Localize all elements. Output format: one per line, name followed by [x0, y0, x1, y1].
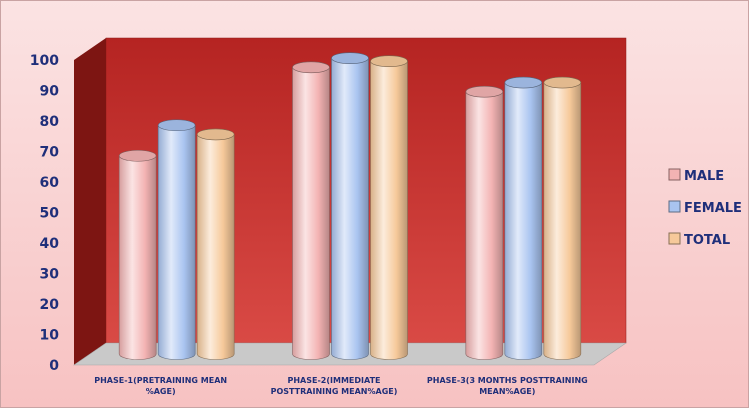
y-tick-label: 10 [40, 328, 60, 344]
bar-female [157, 119, 196, 360]
y-tick-label: 30 [40, 267, 60, 283]
y-tick-label: 60 [40, 175, 60, 191]
y-tick-label: 50 [40, 206, 60, 222]
y-tick-label: 90 [40, 84, 60, 100]
y-tick-label: 0 [49, 358, 59, 374]
y-tick-label: 80 [40, 114, 60, 130]
bar-top [157, 119, 196, 132]
category-label: PHASE-3(3 MONTHS POSTTRAINING [427, 376, 588, 385]
side-wall [74, 38, 106, 365]
bar-body [196, 134, 235, 360]
bar-top [465, 85, 504, 98]
y-axis-ticks: 0 10 20 30 40 50 60 70 80 90 100 [30, 53, 59, 374]
legend-item-female: FEMALE [668, 200, 742, 216]
bar-male [292, 61, 330, 360]
legend-swatch [668, 200, 681, 213]
category-label: POSTTRAINING MEAN%AGE) [271, 387, 398, 396]
category-label: PHASE-1(PRETRAINING MEAN [94, 376, 227, 385]
bar-body [331, 57, 369, 360]
y-tick-label: 20 [40, 297, 60, 313]
bar-male [465, 85, 504, 360]
legend-swatch [668, 168, 681, 181]
legend-label: TOTAL [684, 233, 730, 248]
category-label: MEAN%AGE) [479, 387, 535, 396]
bar-body [157, 124, 196, 360]
legend-label: MALE [684, 169, 724, 184]
bar-body [292, 67, 330, 360]
y-tick-label: 70 [40, 145, 60, 161]
bar-total [196, 128, 235, 360]
legend-item-male: MALE [668, 168, 724, 184]
bar-female [504, 76, 543, 360]
y-tick-label: 40 [40, 236, 60, 252]
bar-top [504, 76, 543, 89]
bar-top [543, 76, 582, 89]
category-label: PHASE-2(IMMEDIATE [288, 376, 381, 385]
legend-label: FEMALE [684, 201, 742, 216]
y-tick-label: 100 [30, 53, 59, 69]
legend-item-total: TOTAL [668, 232, 730, 248]
bar-total [543, 76, 582, 360]
category-label: %AGE) [146, 387, 176, 396]
bars [118, 52, 582, 360]
bar-top [331, 52, 369, 64]
bar-body [465, 91, 504, 360]
bar-female [331, 52, 369, 360]
bar-top [370, 55, 408, 68]
bar-top [292, 61, 330, 74]
legend-swatch [668, 232, 681, 245]
category-labels: PHASE-1(PRETRAINING MEAN %AGE) PHASE-2(IMM… [94, 376, 587, 396]
legend: MALE FEMALE TOTAL [668, 168, 742, 248]
bar-top [118, 149, 157, 162]
bar-body [370, 60, 408, 360]
bar-body [118, 155, 157, 360]
bar-top [196, 128, 235, 141]
bar-body [504, 82, 543, 360]
bar-body [543, 82, 582, 360]
bar-total [370, 55, 408, 360]
bar-male [118, 149, 157, 360]
